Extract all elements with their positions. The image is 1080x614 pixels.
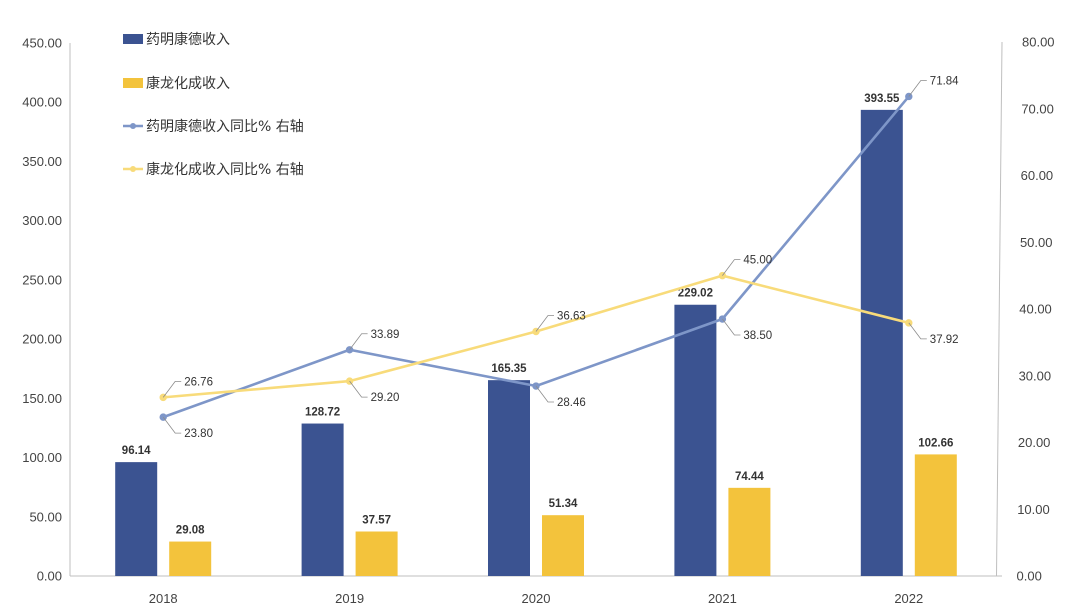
y-left-tick-label: 400.00 <box>22 95 62 110</box>
legend-swatch <box>123 78 143 88</box>
y-left-tick-label: 350.00 <box>22 154 62 169</box>
bar-wuxi <box>674 304 717 576</box>
bar-wuxi <box>488 380 530 576</box>
bar-data-label: 74.44 <box>735 471 764 483</box>
leader-line <box>349 380 368 398</box>
line-data-label: 29.20 <box>371 392 400 404</box>
y-right-tick-label: 70.00 <box>1021 101 1054 116</box>
line-data-label: 33.89 <box>371 329 400 341</box>
line-data-label: 37.92 <box>930 334 959 346</box>
line-marker <box>532 382 540 390</box>
legend-marker <box>130 166 136 172</box>
y-right-tick-label: 40.00 <box>1019 302 1052 317</box>
leader-line <box>162 380 182 398</box>
line-data-label: 45.00 <box>743 255 772 267</box>
line-pharmaron-yoy <box>163 274 910 399</box>
line-data-label: 71.84 <box>930 75 959 87</box>
bar-pharmaron <box>169 541 212 576</box>
right-axis-line <box>996 41 1003 577</box>
line-data-label: 26.76 <box>184 376 213 388</box>
bar-pharmaron <box>542 515 584 576</box>
y-right-tick-label: 10.00 <box>1017 502 1050 517</box>
line-marker <box>905 319 913 327</box>
bar-pharmaron <box>914 454 957 576</box>
y-left-tick-label: 200.00 <box>22 332 62 347</box>
y-left-tick-label: 450.00 <box>22 36 62 51</box>
leader-line <box>722 318 741 336</box>
bar-data-label: 96.14 <box>122 445 151 457</box>
y-left-tick-label: 0.00 <box>37 569 62 584</box>
x-tick-label: 2019 <box>335 591 364 606</box>
bar-data-label: 102.66 <box>918 437 953 449</box>
line-data-label: 36.63 <box>557 310 586 322</box>
line-data-label: 23.80 <box>184 428 213 440</box>
bar-wuxi <box>860 109 903 577</box>
bar-pharmaron <box>355 531 398 576</box>
y-right-tick-label: 80.00 <box>1022 35 1055 50</box>
bar-data-label: 229.02 <box>678 288 713 300</box>
leader-line <box>349 333 368 351</box>
leader-line <box>535 315 554 332</box>
line-data-label: 28.46 <box>557 397 586 409</box>
y-left-tick-label: 300.00 <box>22 213 62 228</box>
legend-label: 康龙化成收入同比% 右轴 <box>146 161 304 178</box>
legend-swatch <box>123 34 143 44</box>
y-right-tick-label: 30.00 <box>1019 368 1052 383</box>
legend-marker <box>130 123 136 129</box>
bar-data-label: 29.08 <box>176 525 205 537</box>
legend-label: 药明康德收入同比% 右轴 <box>146 118 304 135</box>
line-data-label: 38.50 <box>743 330 772 342</box>
leader-line <box>535 385 554 403</box>
y-right-tick-label: 50.00 <box>1020 235 1053 250</box>
x-tick-label: 2022 <box>894 591 923 606</box>
leader-line <box>908 80 927 97</box>
y-left-tick-label: 250.00 <box>22 272 62 287</box>
x-tick-label: 2021 <box>708 591 737 606</box>
leader-line <box>162 416 182 434</box>
bar-data-label: 51.34 <box>549 498 578 510</box>
x-tick-label: 2018 <box>149 591 178 606</box>
bar-data-label: 165.35 <box>491 363 527 375</box>
y-left-tick-label: 50.00 <box>29 509 62 524</box>
bar-data-label: 128.72 <box>305 407 340 419</box>
y-left-tick-label: 150.00 <box>22 391 62 406</box>
line-marker <box>345 377 354 385</box>
leader-line <box>722 259 741 276</box>
bar-data-label: 37.57 <box>362 515 391 527</box>
y-right-tick-label: 60.00 <box>1021 168 1054 183</box>
legend-label: 康龙化成收入 <box>146 75 230 92</box>
bar-data-label: 393.55 <box>864 93 900 105</box>
bar-wuxi <box>115 462 158 576</box>
line-wuxi-yoy <box>162 95 910 419</box>
y-right-tick-label: 20.00 <box>1018 435 1051 450</box>
leader-line <box>908 322 927 340</box>
bar-wuxi <box>301 423 344 576</box>
legend-label: 药明康德收入 <box>146 31 230 48</box>
y-left-tick-label: 100.00 <box>22 450 62 465</box>
bar-pharmaron <box>728 487 771 576</box>
y-right-tick-label: 0.00 <box>1017 569 1042 584</box>
line-marker <box>345 346 354 354</box>
x-tick-label: 2020 <box>522 591 551 606</box>
